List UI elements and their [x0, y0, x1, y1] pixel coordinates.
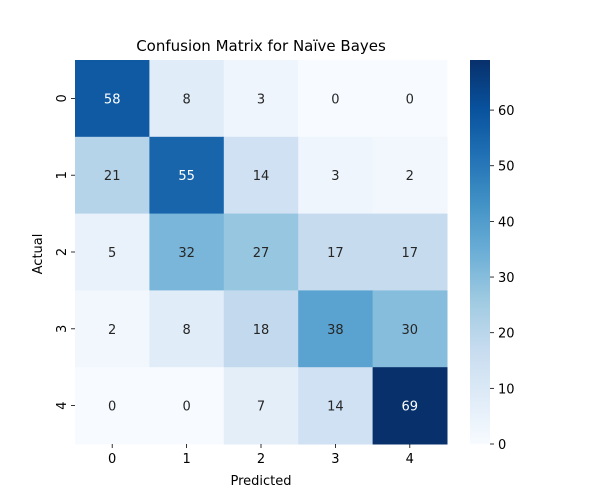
- x-tick-label-4: 4: [406, 452, 414, 467]
- cell-value-3-0: 2: [108, 323, 116, 338]
- heatmap-cell-1-2: [223, 136, 299, 215]
- cell-value-1-3: 3: [331, 169, 339, 184]
- heatmap-cell-4-1: [149, 367, 225, 445]
- colorbar-tick-label-4: 40: [498, 215, 515, 230]
- heatmap-cell-0-0: [75, 60, 150, 138]
- y-axis-ticks: 0 1 2 3 4: [55, 94, 75, 410]
- x-axis-label: Predicted: [230, 474, 291, 489]
- cell-value-1-2: 14: [253, 169, 270, 184]
- heatmap-cell-3-4: [372, 290, 448, 368]
- heatmap-cell-0-4: [372, 60, 448, 138]
- colorbar: 0 10 20 30 40 50 60: [470, 60, 515, 453]
- colorbar-tick-label-1: 10: [498, 382, 515, 397]
- heatmap-cell-3-2: [223, 290, 299, 368]
- y-tick-label-2: 2: [55, 248, 70, 256]
- colorbar-tick-label-5: 50: [498, 160, 515, 175]
- cell-value-3-2: 18: [253, 323, 270, 338]
- cell-value-0-1: 8: [182, 92, 190, 107]
- heatmap-cell-4-3: [298, 367, 374, 445]
- x-axis-ticks: 0 1 2 3 4: [108, 444, 414, 467]
- cell-value-0-3: 0: [331, 92, 339, 107]
- heatmap-cell-1-3: [298, 136, 374, 215]
- cell-value-1-0: 21: [104, 169, 121, 184]
- cell-value-3-3: 38: [327, 323, 344, 338]
- cell-value-4-0: 0: [108, 400, 116, 415]
- heatmap-cell-4-4: [372, 367, 448, 445]
- heatmap-cells: 58 8 3 0 021 55 14 3 25 32 27 17 172 8 18 38 300 0 7 14 69: [75, 60, 448, 445]
- cell-value-4-3: 14: [327, 400, 344, 415]
- heatmap-cell-1-0: [75, 136, 150, 215]
- heatmap-cell-2-3: [298, 213, 374, 291]
- y-axis-label: Actual: [31, 234, 46, 275]
- cell-value-1-4: 2: [406, 169, 414, 184]
- cell-value-4-4: 69: [402, 400, 419, 415]
- cell-value-1-1: 55: [178, 169, 195, 184]
- x-tick-label-1: 1: [182, 452, 190, 467]
- heatmap-cell-3-1: [149, 290, 225, 368]
- cell-value-2-1: 32: [178, 246, 195, 261]
- cell-value-3-1: 8: [182, 323, 190, 338]
- heatmap-cell-3-3: [298, 290, 374, 368]
- x-tick-label-0: 0: [108, 452, 116, 467]
- heatmap-cell-3-0: [75, 290, 150, 368]
- y-tick-label-4: 4: [55, 401, 70, 409]
- heatmap-cell-2-1: [149, 213, 225, 291]
- cell-value-0-0: 58: [104, 92, 121, 107]
- heatmap-cell-0-3: [298, 60, 374, 138]
- y-tick-label-1: 1: [55, 171, 70, 179]
- heatmap-cell-2-2: [223, 213, 299, 291]
- colorbar-gradient: [470, 60, 490, 444]
- heatmap-cell-2-4: [372, 213, 448, 291]
- heatmap-cell-0-2: [223, 60, 299, 138]
- heatmap-cell-4-0: [75, 367, 150, 445]
- y-tick-label-0: 0: [55, 94, 70, 102]
- heatmap-cell-0-1: [149, 60, 225, 138]
- colorbar-tick-label-0: 0: [498, 438, 506, 453]
- cell-value-4-2: 7: [257, 400, 265, 415]
- cell-value-0-2: 3: [257, 92, 265, 107]
- heatmap-cell-2-0: [75, 213, 150, 291]
- cell-value-2-0: 5: [108, 246, 116, 261]
- chart-title: Confusion Matrix for Naïve Bayes: [136, 37, 386, 55]
- heatmap-cell-4-2: [223, 367, 299, 445]
- cell-value-2-4: 17: [402, 246, 419, 261]
- x-tick-label-3: 3: [331, 452, 339, 467]
- y-tick-label-3: 3: [55, 325, 70, 333]
- cell-value-4-1: 0: [182, 400, 190, 415]
- cell-value-0-4: 0: [406, 92, 414, 107]
- heatmap-cell-1-1: [149, 136, 225, 215]
- x-tick-label-2: 2: [257, 452, 265, 467]
- colorbar-tick-label-2: 20: [498, 327, 515, 342]
- cell-value-2-3: 17: [327, 246, 344, 261]
- cell-value-3-4: 30: [402, 323, 419, 338]
- cell-value-2-2: 27: [253, 246, 270, 261]
- colorbar-tick-label-6: 60: [498, 104, 515, 119]
- colorbar-tick-label-3: 30: [498, 271, 515, 286]
- heatmap-cell-1-4: [372, 136, 448, 215]
